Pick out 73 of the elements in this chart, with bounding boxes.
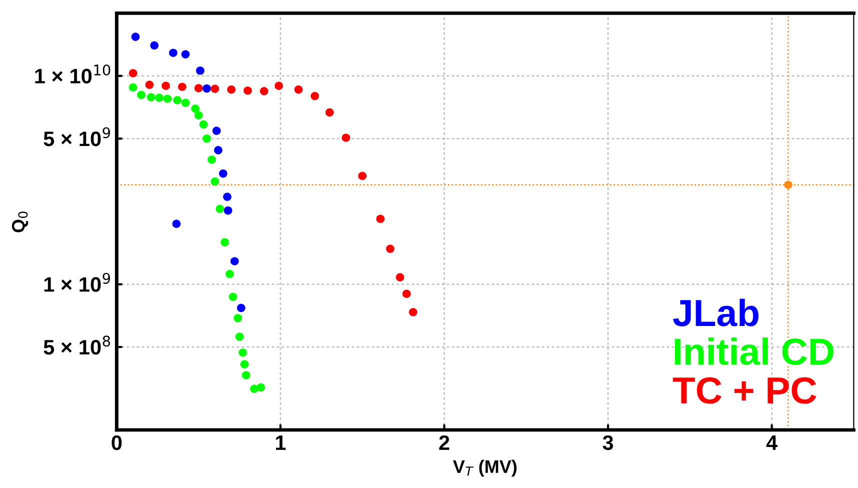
point [408, 308, 418, 316]
point [146, 93, 156, 102]
point [194, 84, 203, 92]
x-tick-label: 1 [276, 436, 286, 450]
point [342, 134, 350, 142]
point [210, 177, 220, 186]
point [196, 66, 204, 75]
point [376, 214, 385, 224]
point [218, 169, 228, 178]
point [240, 360, 249, 368]
point [202, 84, 211, 93]
point [155, 94, 164, 102]
point [210, 84, 220, 93]
point [150, 41, 159, 50]
point [226, 270, 234, 278]
point [256, 383, 265, 392]
point [181, 50, 190, 58]
y-tick-label: 5 × 10$^{9}$ [44, 127, 110, 146]
y-tick-label: 5 × 10$^{8}$ [44, 336, 110, 355]
point [236, 304, 246, 312]
point [191, 104, 200, 113]
point [325, 108, 334, 117]
point [242, 371, 250, 380]
y-tick-label: 1 × 10$^{9}$ [44, 272, 110, 292]
point [358, 172, 367, 180]
point [212, 126, 221, 135]
point [230, 257, 239, 266]
point [244, 86, 252, 95]
point [172, 220, 181, 228]
x-axis-title: V$_{T}$ (MV) [453, 460, 517, 477]
point [402, 290, 411, 298]
point [234, 314, 242, 322]
y-tick-label: 1 × 10$^{10}$ [35, 64, 110, 84]
point [784, 180, 792, 190]
text: Initial CD [674, 338, 834, 366]
point [235, 332, 244, 341]
point [194, 111, 203, 120]
point [131, 32, 140, 41]
text: TC + PC [672, 377, 816, 404]
point [238, 348, 247, 357]
point [386, 244, 394, 253]
point [396, 273, 404, 282]
point [173, 96, 182, 104]
point [250, 384, 258, 393]
point [223, 192, 232, 201]
point [220, 238, 229, 246]
x-tick-label: 4 [766, 436, 778, 450]
x-tick-label: 2 [439, 435, 450, 450]
y-axis-title: Q$_{0}$ [12, 212, 28, 232]
point [208, 156, 216, 164]
point [181, 98, 190, 107]
point [274, 82, 283, 90]
point [128, 83, 138, 92]
point [145, 80, 154, 90]
x-tick-label: 3 [602, 435, 614, 450]
point [228, 292, 238, 302]
point [199, 120, 208, 129]
point [202, 134, 211, 143]
point [294, 85, 303, 94]
point [162, 82, 170, 90]
point [128, 69, 138, 78]
x-tick-label: 0 [112, 435, 122, 450]
point [310, 92, 320, 100]
point [178, 82, 186, 92]
point [214, 146, 222, 154]
point [163, 94, 172, 103]
point [224, 206, 232, 215]
point [260, 86, 268, 96]
text: JLab [673, 298, 758, 326]
point [169, 48, 178, 58]
point [137, 90, 146, 100]
point [216, 204, 224, 214]
point [227, 85, 236, 94]
